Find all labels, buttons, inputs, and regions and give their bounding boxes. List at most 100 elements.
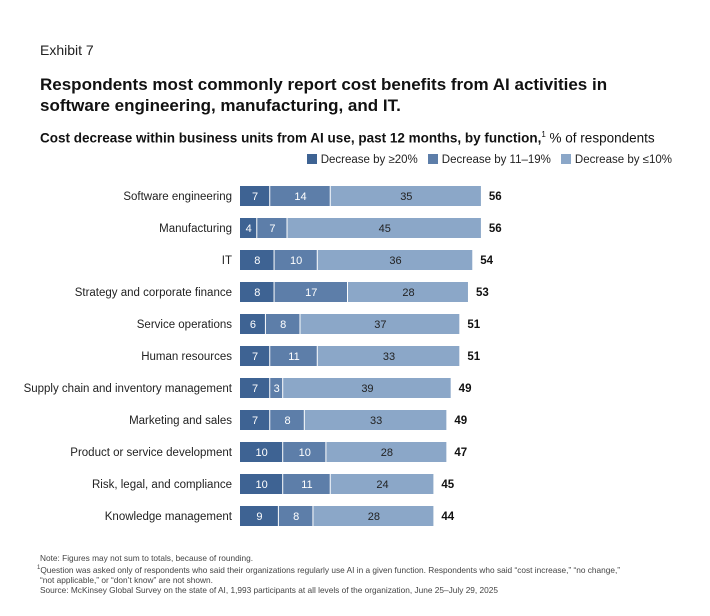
data-label: 33 [383,351,395,363]
legend: Decrease by ≥20% Decrease by 11–19% Decr… [306,154,672,166]
data-label: 7 [252,415,258,427]
source-text: Source: McKinsey Global Survey on the st… [40,584,498,595]
footnote-mark: 1 [37,565,41,571]
bar-segment [240,282,274,302]
bar-segment [240,506,278,526]
legend-label: Decrease by ≤10% [574,154,672,166]
bar-segment [274,250,317,270]
total-label: 49 [454,415,467,427]
bar-segment [278,506,313,526]
bar-segment [240,410,270,430]
category-label: Manufacturing [159,223,232,235]
category-label: Supply chain and inventory management [24,383,233,395]
category-label: Product or service development [70,447,233,459]
bar-segment [313,506,434,526]
data-label: 11 [301,479,312,491]
legend-swatch [306,154,317,164]
footnote: 1Question was asked only of respondents … [37,563,620,575]
footnote-ref: 1 [541,130,546,139]
bar-segment [348,282,468,302]
data-label: 7 [252,383,258,395]
data-label: 8 [280,319,286,331]
data-label: 10 [255,479,267,491]
data-label: 10 [255,447,267,459]
category-label: Knowledge management [105,511,233,523]
category-label: IT [222,255,232,267]
total-label: 45 [441,479,454,491]
total-label: 51 [467,319,480,331]
total-label: 56 [489,191,502,203]
data-label: 33 [370,415,382,427]
chart-subtitle: Cost decrease within business units from… [40,130,655,146]
category-label: Risk, legal, and compliance [92,479,232,491]
exhibit-label: Exhibit 7 [40,42,94,58]
bar-segment [240,378,270,398]
notes: Note: Figures may not sum to totals, bec… [37,553,620,595]
total-label: 44 [441,511,454,523]
bar-segment [240,314,265,334]
total-label: 56 [489,223,502,235]
bar-segment [283,378,451,398]
data-label: 36 [389,255,401,267]
legend-item-20plus: Decrease by ≥20% [306,154,418,166]
bar-segment [240,250,274,270]
total-label: 47 [454,447,467,459]
bar-segment [283,474,330,494]
data-label: 10 [290,255,302,267]
subtitle-bold: Cost decrease within business units from… [40,130,542,146]
bar-segment [270,410,304,430]
data-label: 39 [361,383,373,395]
bar-segment [240,442,283,462]
bar-segment [240,346,270,366]
data-label: 45 [379,223,391,235]
data-label: 11 [288,351,299,363]
data-label: 14 [294,191,306,203]
total-label: 49 [459,383,472,395]
data-label: 8 [284,415,290,427]
footnote-text: Question was asked only of respondents w… [40,564,621,575]
data-label: 9 [256,511,262,523]
subtitle-unit: % of respondents [545,130,655,146]
total-label: 51 [467,351,480,363]
bar-segment [240,186,270,206]
data-label: 7 [252,351,258,363]
data-label: 8 [254,255,260,267]
data-label: 35 [400,191,412,203]
bar-segment [287,218,481,238]
total-label: 54 [480,255,493,267]
legend-label: Decrease by 11–19% [441,154,551,166]
legend-swatch [560,154,571,164]
chart-title: Respondents most commonly report cost be… [40,75,608,115]
bar-segment [283,442,326,462]
data-label: 7 [252,191,258,203]
bar-segment [326,442,447,462]
data-label: 4 [246,223,252,235]
data-label: 28 [402,287,414,299]
category-label: Service operations [137,319,232,331]
bar-segment [304,410,447,430]
data-label: 8 [293,511,299,523]
bar-segment [300,314,460,334]
data-label: 28 [381,447,393,459]
data-label: 37 [374,319,386,331]
data-label: 10 [299,447,311,459]
bar-segment [270,378,283,398]
legend-swatch [427,154,438,164]
bar-segment [274,282,347,302]
legend-label: Decrease by ≥20% [320,154,418,166]
bar-segment [265,314,300,334]
category-label: Software engineering [123,191,232,203]
legend-item-10-less: Decrease by ≤10% [560,154,672,166]
data-label: 3 [274,383,280,395]
bar-segment [240,474,283,494]
bar-segment [330,474,434,494]
bar-segment [330,186,481,206]
bar-segment [257,218,287,238]
legend-item-11-19: Decrease by 11–19% [427,154,551,166]
category-label: Strategy and corporate finance [75,287,232,299]
footnote-cont: “not applicable,” or “don’t know” are no… [40,574,213,585]
bar-segment [317,346,460,366]
data-label: 28 [368,511,380,523]
category-label: Marketing and sales [129,415,232,427]
